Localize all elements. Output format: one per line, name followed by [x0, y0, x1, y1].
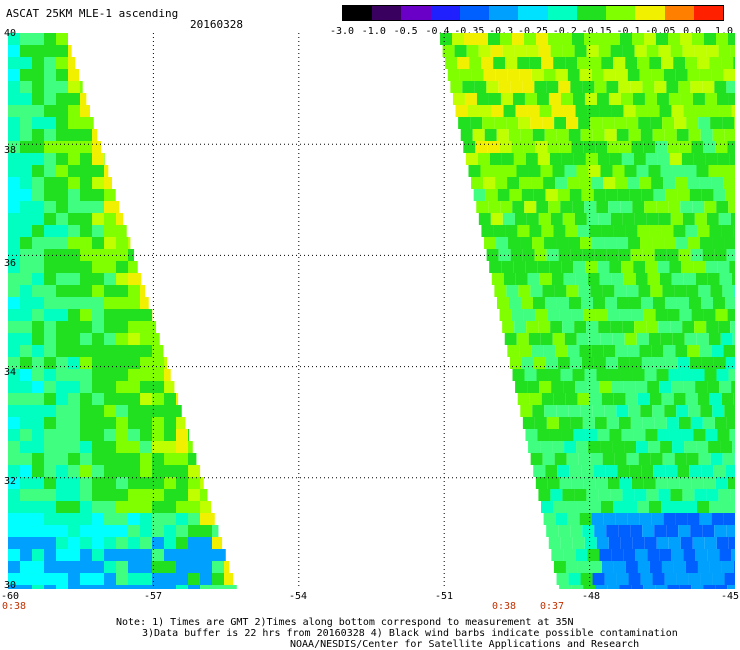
note-line-1: Note: 1) Times are GMT 2)Times along bot… [116, 617, 574, 628]
colorbar-tick-label: -0.2 [552, 26, 577, 37]
colorbar-tick-label: -3.0 [329, 26, 355, 37]
colorbar-tick-label: -0.15 [581, 26, 612, 37]
lon-label-48: -48 [581, 591, 601, 602]
colorbar-tick-label: -0.35 [454, 26, 485, 37]
colorbar-tick-label: -0.3 [489, 26, 514, 37]
colorbar-segment [459, 6, 490, 20]
lat-label-32: 32 [4, 476, 17, 487]
colorbar [342, 5, 724, 21]
map-title: ASCAT 25KM MLE-1 ascending [6, 7, 179, 20]
colorbar-tick-label: -0.5 [393, 26, 418, 37]
colorbar-segment [576, 6, 607, 20]
colorbar-segment [489, 6, 519, 20]
map-date: 20160328 [190, 18, 243, 31]
colorbar-segment [343, 6, 373, 20]
colorbar-tick-label: -0.4 [425, 26, 450, 37]
lat-label-38: 38 [4, 145, 17, 156]
colorbar-tick-label: 0.0 [683, 26, 702, 37]
colorbar-tick-label: -0.1 [616, 26, 641, 37]
lon-label-51: -51 [434, 591, 454, 602]
lat-label-36: 36 [4, 258, 17, 269]
colorbar-segment [547, 6, 577, 20]
lon-label-45: -45 [720, 591, 740, 602]
colorbar-tick-label: 1.0 [714, 26, 734, 37]
lat-label-34: 34 [4, 367, 17, 378]
map-plot [8, 33, 735, 589]
lat-label-30: 30 [4, 580, 17, 591]
swath-time-right-1: 0:38 [492, 601, 517, 612]
note-line-3: NOAA/NESDIS/Center for Satellite Applica… [290, 639, 640, 650]
lat-label-40: 40 [4, 28, 17, 39]
colorbar-segment [606, 6, 636, 20]
colorbar-segment [430, 6, 460, 20]
colorbar-tick-label: -1.0 [361, 26, 386, 37]
colorbar-segment [664, 6, 694, 20]
colorbar-segment [635, 6, 665, 20]
colorbar-tick-label: -0.05 [645, 26, 676, 37]
lon-label-57: -57 [143, 591, 163, 602]
colorbar-segment [372, 6, 402, 20]
lon-label-54: -54 [288, 591, 308, 602]
colorbar-segment [401, 6, 431, 20]
colorbar-segment [518, 6, 548, 20]
lon-label-60: -60 [0, 591, 20, 602]
swath-layer [8, 33, 735, 589]
colorbar-segment [693, 6, 724, 20]
swath-time-right-2: 0:37 [540, 601, 565, 612]
note-line-2: 3)Data buffer is 22 hrs from 20160328 4)… [142, 628, 678, 639]
swath-time-left: 0:38 [2, 601, 27, 612]
colorbar-tick-label: -0.25 [517, 26, 549, 37]
